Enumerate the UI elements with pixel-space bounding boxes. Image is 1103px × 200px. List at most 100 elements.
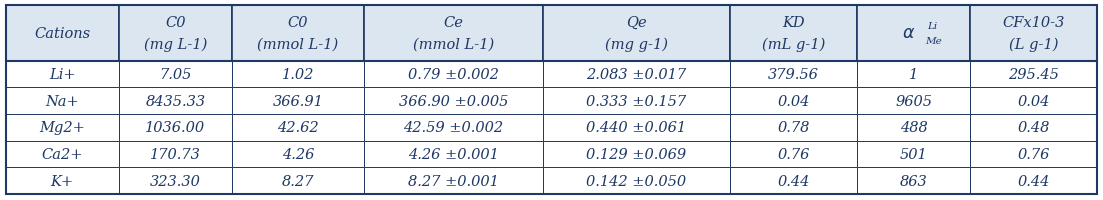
Text: 0.79 ±0.002: 0.79 ±0.002 <box>408 68 499 82</box>
Bar <box>364 167 543 194</box>
Text: 42.59 ±0.002: 42.59 ±0.002 <box>404 121 503 135</box>
Bar <box>543 6 730 61</box>
Bar <box>971 167 1097 194</box>
Text: 2.083 ±0.017: 2.083 ±0.017 <box>587 68 686 82</box>
Text: 7.05: 7.05 <box>159 68 192 82</box>
Text: 1036.00: 1036.00 <box>146 121 205 135</box>
Bar <box>543 88 730 114</box>
Bar <box>6 141 119 167</box>
Bar <box>233 6 364 61</box>
Text: 4.26 ±0.001: 4.26 ±0.001 <box>408 147 499 161</box>
Text: 170.73: 170.73 <box>150 147 201 161</box>
Text: 366.91: 366.91 <box>272 94 323 108</box>
Text: 1.02: 1.02 <box>281 68 314 82</box>
Text: 4.26: 4.26 <box>281 147 314 161</box>
Bar <box>730 6 857 61</box>
Bar <box>971 61 1097 88</box>
Text: C0: C0 <box>288 16 308 30</box>
Bar <box>233 88 364 114</box>
Text: 379.56: 379.56 <box>768 68 818 82</box>
Text: (mg L-1): (mg L-1) <box>143 38 207 52</box>
Text: CFx10-3: CFx10-3 <box>1003 16 1065 30</box>
Text: (mg g-1): (mg g-1) <box>606 38 668 52</box>
Text: 42.62: 42.62 <box>277 121 319 135</box>
Text: 501: 501 <box>900 147 928 161</box>
Bar <box>730 167 857 194</box>
Text: 0.04: 0.04 <box>778 94 810 108</box>
Text: 8.27 ±0.001: 8.27 ±0.001 <box>408 174 499 188</box>
Bar <box>971 114 1097 141</box>
Text: Cations: Cations <box>34 27 90 41</box>
Bar <box>730 114 857 141</box>
Bar <box>543 61 730 88</box>
Text: 0.76: 0.76 <box>1018 147 1050 161</box>
Bar <box>6 114 119 141</box>
Bar <box>857 114 971 141</box>
Text: Na+: Na+ <box>45 94 79 108</box>
Bar <box>364 6 543 61</box>
Text: K+: K+ <box>51 174 74 188</box>
Bar <box>857 141 971 167</box>
Text: Qe: Qe <box>627 16 646 30</box>
Text: C0: C0 <box>165 16 185 30</box>
Bar <box>971 141 1097 167</box>
Bar <box>364 141 543 167</box>
Bar <box>543 114 730 141</box>
Text: 488: 488 <box>900 121 928 135</box>
Bar <box>857 88 971 114</box>
Text: (mmol L-1): (mmol L-1) <box>413 38 494 52</box>
Bar <box>971 88 1097 114</box>
Text: 366.90 ±0.005: 366.90 ±0.005 <box>398 94 508 108</box>
Bar <box>119 61 233 88</box>
Text: 8435.33: 8435.33 <box>146 94 205 108</box>
Text: 0.44: 0.44 <box>778 174 810 188</box>
Text: KD: KD <box>782 16 805 30</box>
Bar <box>119 167 233 194</box>
Bar <box>364 88 543 114</box>
Bar <box>119 114 233 141</box>
Text: 0.76: 0.76 <box>778 147 810 161</box>
Text: Ce: Ce <box>443 16 463 30</box>
Text: (mL g-1): (mL g-1) <box>762 38 825 52</box>
Bar <box>119 141 233 167</box>
Text: Mg2+: Mg2+ <box>40 121 85 135</box>
Bar <box>730 61 857 88</box>
Bar <box>857 6 971 61</box>
Text: 863: 863 <box>900 174 928 188</box>
Bar <box>730 88 857 114</box>
Text: 0.44: 0.44 <box>1018 174 1050 188</box>
Text: 0.333 ±0.157: 0.333 ±0.157 <box>587 94 686 108</box>
Text: 295.45: 295.45 <box>1008 68 1059 82</box>
Bar <box>971 6 1097 61</box>
Bar <box>543 167 730 194</box>
Bar <box>233 114 364 141</box>
Bar <box>364 114 543 141</box>
Bar <box>6 61 119 88</box>
Text: 9605: 9605 <box>896 94 932 108</box>
Text: 0.78: 0.78 <box>778 121 810 135</box>
Bar <box>6 167 119 194</box>
Bar <box>233 61 364 88</box>
Text: 0.129 ±0.069: 0.129 ±0.069 <box>587 147 686 161</box>
Bar <box>730 141 857 167</box>
Text: 0.440 ±0.061: 0.440 ±0.061 <box>587 121 686 135</box>
Bar <box>857 167 971 194</box>
Text: (L g-1): (L g-1) <box>1009 38 1059 52</box>
Bar <box>6 88 119 114</box>
Text: 0.48: 0.48 <box>1018 121 1050 135</box>
Text: (mmol L-1): (mmol L-1) <box>257 38 339 52</box>
Text: Ca2+: Ca2+ <box>42 147 83 161</box>
Bar <box>119 88 233 114</box>
Text: $\alpha$: $\alpha$ <box>901 25 914 42</box>
Text: Li+: Li+ <box>49 68 75 82</box>
Bar <box>233 141 364 167</box>
Bar <box>6 6 119 61</box>
Text: 1: 1 <box>909 68 919 82</box>
Bar <box>233 167 364 194</box>
Bar <box>543 141 730 167</box>
Bar <box>364 61 543 88</box>
Text: 8.27: 8.27 <box>281 174 314 188</box>
Bar <box>119 6 233 61</box>
Text: 323.30: 323.30 <box>150 174 201 188</box>
Text: Me: Me <box>924 37 942 46</box>
